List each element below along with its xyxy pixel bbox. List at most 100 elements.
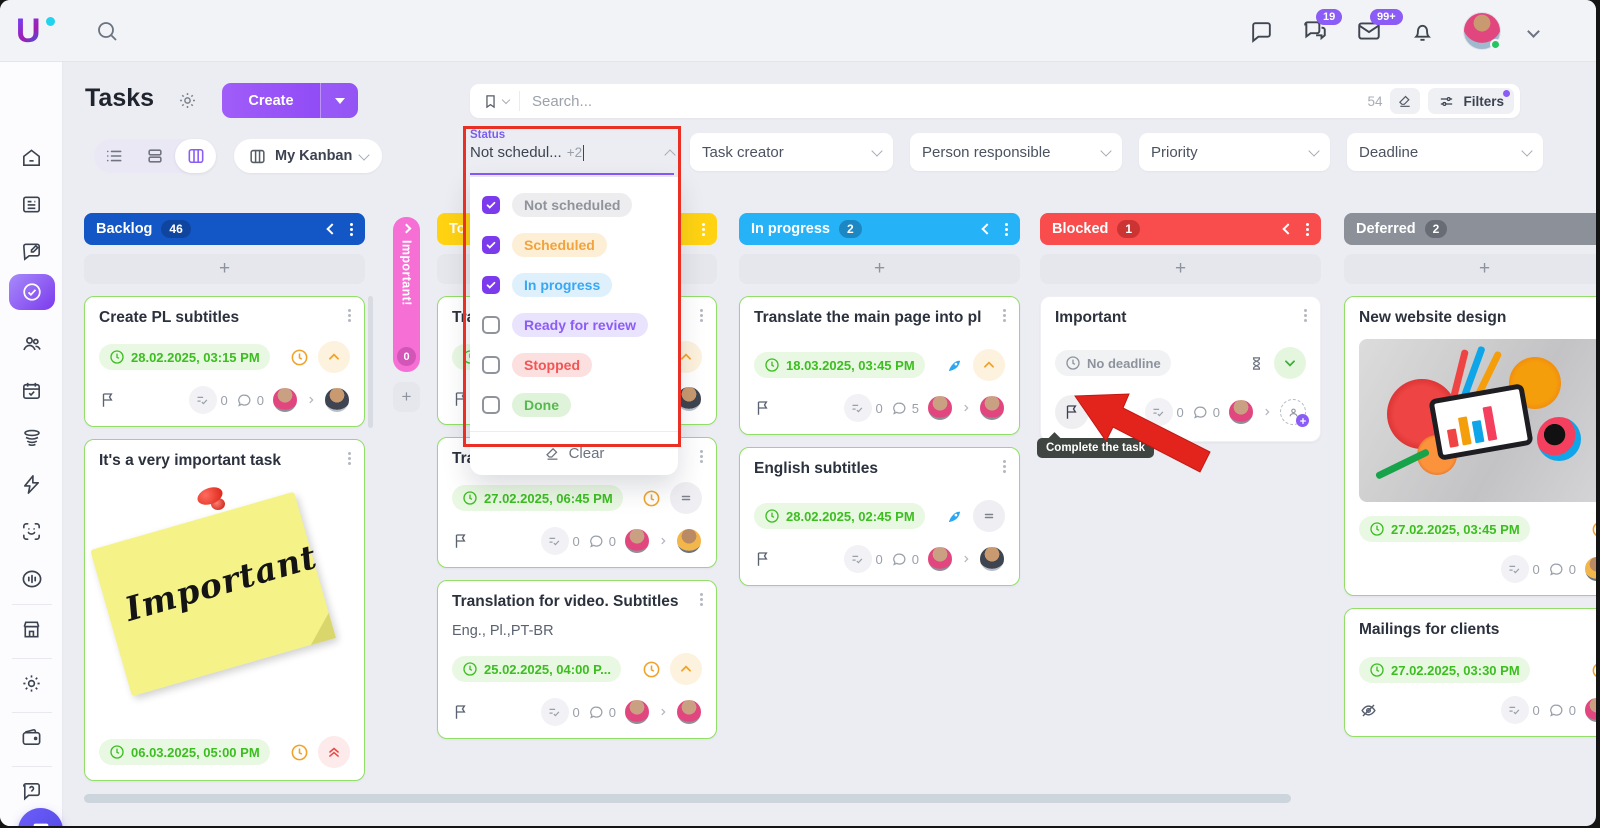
- subtasks-indicator[interactable]: 0: [1500, 555, 1540, 583]
- help-icon[interactable]: [20, 780, 43, 803]
- rocket-icon[interactable]: [945, 507, 964, 526]
- status-option[interactable]: Stopped: [470, 345, 678, 385]
- comment-icon[interactable]: [1249, 19, 1274, 44]
- face-id-icon[interactable]: [20, 520, 43, 543]
- home-icon[interactable]: [20, 146, 43, 169]
- view-rows-button[interactable]: [135, 139, 176, 173]
- status-option[interactable]: Ready for review: [470, 305, 678, 345]
- task-card[interactable]: English subtitles 28.02.2025, 02:45 PM 0: [739, 447, 1020, 586]
- search-input[interactable]: [520, 92, 1368, 110]
- comments-indicator[interactable]: 0: [891, 551, 919, 568]
- user-avatar[interactable]: [1463, 12, 1501, 50]
- column-important-collapsed[interactable]: Important! 0: [393, 217, 420, 372]
- add-task-button[interactable]: +: [1040, 254, 1321, 284]
- collapse-column-icon[interactable]: [981, 223, 993, 235]
- card-menu-icon[interactable]: [1003, 314, 1006, 317]
- settings-gear-icon[interactable]: [20, 672, 43, 695]
- collapse-column-icon[interactable]: [326, 223, 338, 235]
- clear-search-button[interactable]: [1390, 88, 1421, 114]
- flag-icon[interactable]: [452, 390, 470, 408]
- comments-indicator[interactable]: 5: [891, 400, 919, 417]
- reminder-clock-icon[interactable]: [1591, 520, 1596, 539]
- checkbox-unchecked[interactable]: [482, 396, 500, 414]
- profile-chevron-down-icon[interactable]: [1527, 24, 1540, 38]
- reminder-clock-icon[interactable]: [1591, 661, 1596, 680]
- comments-indicator[interactable]: 0: [588, 704, 616, 721]
- avatar[interactable]: [1228, 399, 1254, 425]
- saved-search-bookmark[interactable]: [470, 91, 520, 111]
- automation-bolt-icon[interactable]: [20, 473, 43, 496]
- comments-indicator[interactable]: 0: [588, 533, 616, 550]
- add-task-button[interactable]: +: [393, 382, 420, 412]
- filter-task-creator[interactable]: Task creator: [690, 133, 893, 171]
- chevron-up-icon[interactable]: [664, 148, 676, 161]
- horizontal-scrollbar[interactable]: [84, 794, 1291, 803]
- card-menu-icon[interactable]: [348, 457, 351, 460]
- column-header-backlog[interactable]: Backlog 46: [84, 213, 365, 245]
- view-kanban-button[interactable]: [175, 139, 217, 173]
- filter-priority[interactable]: Priority: [1139, 133, 1330, 171]
- priority-medium-icon[interactable]: [973, 500, 1005, 532]
- team-icon[interactable]: [20, 332, 44, 356]
- mail-icon[interactable]: 99+: [1356, 9, 1403, 44]
- task-card[interactable]: Translation for video. Subtitles Eng., P…: [437, 580, 717, 739]
- add-task-button[interactable]: +: [1344, 254, 1596, 284]
- subtasks-indicator[interactable]: 0: [843, 545, 883, 573]
- sidebar-item-tasks[interactable]: [9, 274, 55, 310]
- avatar[interactable]: [676, 699, 702, 725]
- checkbox-unchecked[interactable]: [482, 316, 500, 334]
- card-menu-icon[interactable]: [700, 598, 703, 601]
- avatar[interactable]: [624, 528, 650, 554]
- chats-icon[interactable]: 19: [1302, 9, 1343, 44]
- store-icon[interactable]: [20, 618, 43, 641]
- checkbox-unchecked[interactable]: [482, 356, 500, 374]
- board-selector[interactable]: My Kanban: [234, 139, 383, 173]
- column-header-in-progress[interactable]: In progress 2: [739, 213, 1020, 245]
- statistics-icon[interactable]: [20, 567, 44, 591]
- comments-indicator[interactable]: 0: [1548, 702, 1576, 719]
- flag-icon[interactable]: [99, 391, 117, 409]
- column-menu-icon[interactable]: [702, 227, 705, 231]
- task-card[interactable]: New website design: [1344, 296, 1596, 596]
- priority-medium-icon[interactable]: [670, 482, 702, 514]
- create-dropdown-toggle[interactable]: [320, 83, 358, 118]
- column-menu-icon[interactable]: [1005, 227, 1008, 231]
- column-scrollbar[interactable]: [368, 296, 373, 428]
- subtasks-indicator[interactable]: 0: [540, 527, 580, 555]
- priority-high-icon[interactable]: [973, 349, 1005, 381]
- flag-icon[interactable]: [452, 532, 470, 550]
- status-option[interactable]: In progress: [470, 265, 678, 305]
- collapse-column-icon[interactable]: [1282, 223, 1294, 235]
- priority-highest-icon[interactable]: [318, 736, 350, 768]
- complete-task-flag-button[interactable]: [1055, 395, 1089, 429]
- bell-icon[interactable]: [1410, 19, 1435, 44]
- avatar[interactable]: [927, 395, 953, 421]
- task-card[interactable]: It's a very important task Important 06.…: [84, 439, 365, 781]
- wallet-icon[interactable]: [20, 726, 43, 749]
- avatar[interactable]: [1584, 556, 1596, 582]
- view-list-button[interactable]: [94, 139, 135, 173]
- column-menu-icon[interactable]: [350, 227, 353, 231]
- priority-low-icon[interactable]: [1274, 347, 1306, 379]
- add-task-button[interactable]: +: [84, 254, 365, 284]
- flag-icon[interactable]: [754, 399, 772, 417]
- card-menu-icon[interactable]: [700, 455, 703, 458]
- global-search-icon[interactable]: [95, 19, 119, 43]
- comments-indicator[interactable]: 0: [236, 392, 264, 409]
- message-edit-icon[interactable]: [20, 240, 43, 263]
- avatar[interactable]: [927, 546, 953, 572]
- reminder-clock-icon[interactable]: [290, 743, 309, 762]
- card-menu-icon[interactable]: [1003, 465, 1006, 468]
- support-chat-button[interactable]: [18, 808, 63, 826]
- checkbox-checked[interactable]: [482, 236, 500, 254]
- column-header-deferred[interactable]: Deferred 2: [1344, 213, 1596, 245]
- subtasks-indicator[interactable]: 0: [188, 386, 228, 414]
- add-task-button[interactable]: +: [739, 254, 1020, 284]
- board-settings-gear-icon[interactable]: [177, 90, 198, 111]
- status-option[interactable]: Not scheduled: [470, 185, 678, 225]
- task-card[interactable]: Important No deadline 0: [1040, 296, 1321, 442]
- avatar[interactable]: [1584, 697, 1596, 723]
- flag-icon[interactable]: [754, 550, 772, 568]
- avatar[interactable]: [676, 386, 702, 412]
- checkbox-checked[interactable]: [482, 276, 500, 294]
